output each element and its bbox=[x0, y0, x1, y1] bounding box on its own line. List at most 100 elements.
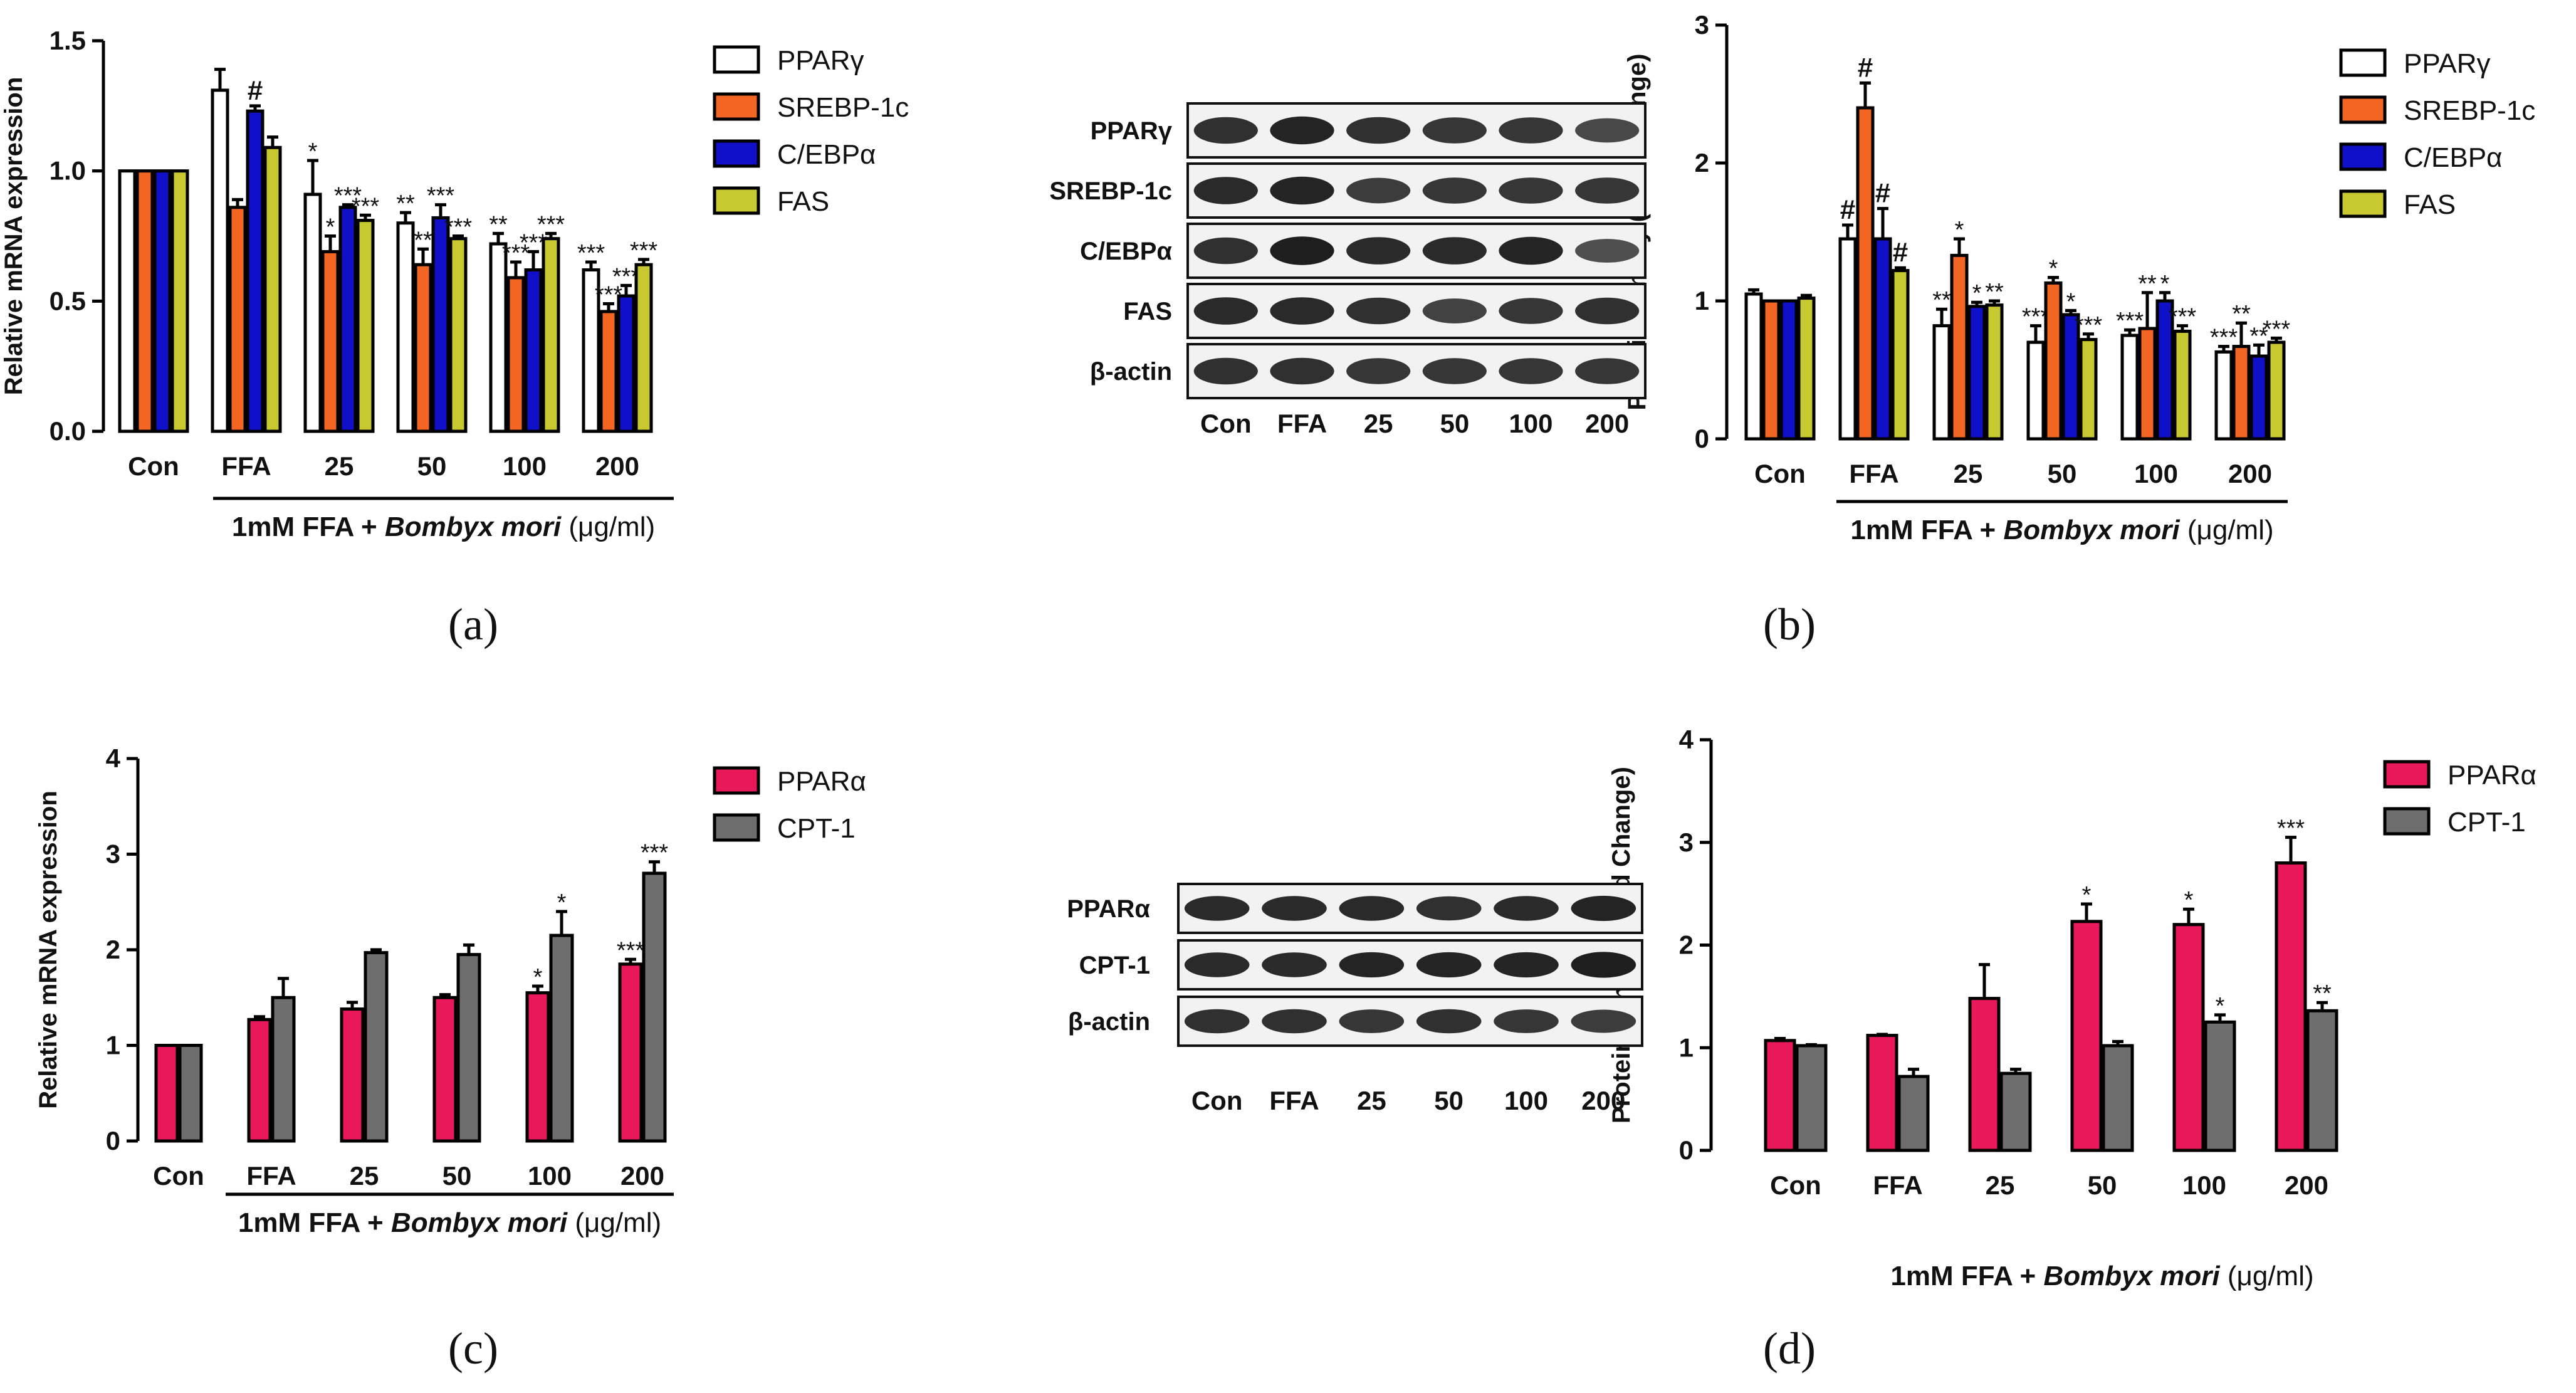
bar-d-s1-c5 bbox=[2306, 1009, 2338, 1152]
blot-band bbox=[1184, 896, 1250, 921]
blot-band bbox=[1193, 357, 1258, 385]
bar-b-s2-c4 bbox=[2155, 299, 2174, 441]
blot-strip bbox=[1186, 102, 1647, 159]
bar-c-s1-c4 bbox=[549, 933, 574, 1143]
blot-lane-label: 200 bbox=[1581, 1086, 1625, 1115]
bar-b-s1-c2 bbox=[1950, 253, 1969, 441]
x-tick-label: Con bbox=[153, 1161, 204, 1191]
x-axis-label: 1mM FFA + Bombyx mori (μg/ml) bbox=[1850, 515, 2273, 545]
blot-lane-label: 25 bbox=[1364, 409, 1393, 438]
blot-band bbox=[1571, 1009, 1636, 1033]
significance-mark: ** bbox=[2138, 271, 2157, 297]
blot-band bbox=[1346, 177, 1411, 204]
significance-mark: # bbox=[248, 75, 263, 106]
bar-a-s0-c3 bbox=[396, 221, 415, 433]
bar-c-s0-c0 bbox=[154, 1044, 179, 1143]
blot-row-label: β-actin bbox=[1090, 358, 1172, 386]
bar-b-s1-c5 bbox=[2232, 345, 2251, 441]
blot-row-label: PPARγ bbox=[1091, 117, 1173, 145]
bar-b-s3-c1 bbox=[1891, 269, 1910, 441]
significance-mark: * bbox=[2216, 993, 2225, 1019]
legend-label: C/EBPα bbox=[777, 139, 876, 170]
blot-lane-label: FFA bbox=[1277, 409, 1327, 438]
bar-d-s1-c2 bbox=[1999, 1071, 2032, 1152]
significance-mark: ** bbox=[2313, 980, 2332, 1007]
bar-a-s3-c1 bbox=[263, 145, 282, 433]
significance-mark: ** bbox=[1985, 279, 2004, 305]
bar-b-s3-c3 bbox=[2079, 338, 2098, 441]
significance-mark: *** bbox=[444, 214, 473, 241]
x-tick-label: 100 bbox=[528, 1161, 572, 1191]
blot-band bbox=[1184, 1009, 1250, 1034]
y-tick-label: 0.0 bbox=[50, 416, 86, 446]
blot-strip bbox=[1186, 162, 1647, 219]
blot-band bbox=[1262, 1009, 1327, 1034]
panel-label-a: (a) bbox=[448, 599, 498, 649]
chart-d: 01234Protein density (Fold Change)ConFFA… bbox=[1608, 725, 2537, 1291]
significance-mark: *** bbox=[2075, 312, 2103, 339]
blot-band bbox=[1193, 117, 1258, 144]
legend-swatch bbox=[2339, 95, 2387, 124]
x-tick-label: 50 bbox=[417, 451, 447, 481]
bar-d-s0-c1 bbox=[1866, 1034, 1898, 1152]
significance-mark: *** bbox=[2277, 816, 2305, 842]
blot-band bbox=[1575, 118, 1640, 143]
bar-c-s0-c4 bbox=[525, 991, 550, 1143]
blot-strip bbox=[1177, 996, 1643, 1047]
y-tick-label: 1 bbox=[106, 1031, 120, 1060]
legend-label: SREBP-1c bbox=[2404, 95, 2535, 126]
blot-row-label: FAS bbox=[1123, 298, 1172, 325]
y-tick-label: 1.0 bbox=[50, 156, 86, 186]
panel-label-c: (c) bbox=[448, 1323, 498, 1374]
y-tick-label: 0 bbox=[106, 1126, 120, 1155]
y-tick-label: 2 bbox=[1679, 930, 1694, 960]
blot-band bbox=[1494, 896, 1559, 921]
blot-strip bbox=[1186, 343, 1647, 399]
y-tick-label: 0.5 bbox=[50, 286, 86, 315]
legend-swatch bbox=[713, 186, 760, 215]
significance-mark: * bbox=[557, 890, 567, 916]
significance-mark: ** bbox=[414, 227, 432, 253]
significance-mark: * bbox=[2049, 256, 2058, 282]
y-tick-label: 2 bbox=[1695, 148, 1709, 177]
significance-mark: *** bbox=[427, 183, 455, 209]
blot-band bbox=[1422, 117, 1487, 144]
significance-mark: *** bbox=[577, 240, 605, 266]
blot-band bbox=[1494, 1009, 1559, 1033]
legend-swatch bbox=[713, 766, 760, 795]
bar-a-s0-c1 bbox=[211, 88, 229, 433]
bar-b-s3-c4 bbox=[2173, 329, 2192, 441]
blot-band bbox=[1339, 896, 1405, 921]
bar-a-s1-c4 bbox=[506, 276, 525, 433]
significance-mark: * bbox=[1972, 280, 1982, 307]
bar-a-s1-c2 bbox=[321, 250, 340, 433]
bar-d-s0-c0 bbox=[1764, 1039, 1796, 1152]
x-label-italic: Bombyx mori bbox=[385, 512, 562, 542]
bar-a-s2-c4 bbox=[524, 268, 543, 433]
x-tick-label: FFA bbox=[221, 451, 271, 481]
blot-band bbox=[1416, 1009, 1482, 1034]
blot-row-label: β-actin bbox=[1068, 1008, 1150, 1036]
x-label-prefix: 1mM FFA + bbox=[232, 512, 385, 542]
x-tick-label: 200 bbox=[595, 451, 639, 481]
legend-swatch bbox=[713, 139, 760, 168]
x-tick-label: Con bbox=[128, 451, 179, 481]
bar-b-s3-c2 bbox=[1985, 303, 2004, 441]
blot-band bbox=[1422, 237, 1487, 265]
blot-band bbox=[1422, 358, 1487, 384]
legend-swatch bbox=[713, 92, 760, 121]
x-axis-label: 1mM FFA + Bombyx mori (μg/ml) bbox=[1890, 1261, 2313, 1291]
bar-c-s1-c5 bbox=[642, 871, 667, 1143]
bar-a-s1-c5 bbox=[599, 310, 618, 433]
x-axis-label: 1mM FFA + Bombyx mori (μg/ml) bbox=[232, 512, 655, 542]
blot-lane-label: 100 bbox=[1509, 409, 1552, 438]
blot-band bbox=[1575, 358, 1640, 384]
bar-b-s0-c1 bbox=[1838, 237, 1857, 441]
x-tick-label: FFA bbox=[1873, 1170, 1922, 1200]
legend-label: PPARγ bbox=[777, 45, 864, 76]
x-tick-label: 100 bbox=[2182, 1170, 2226, 1200]
bar-c-s1-c0 bbox=[178, 1044, 203, 1143]
blot-band bbox=[1346, 237, 1411, 265]
bar-b-s2-c0 bbox=[1779, 299, 1798, 441]
